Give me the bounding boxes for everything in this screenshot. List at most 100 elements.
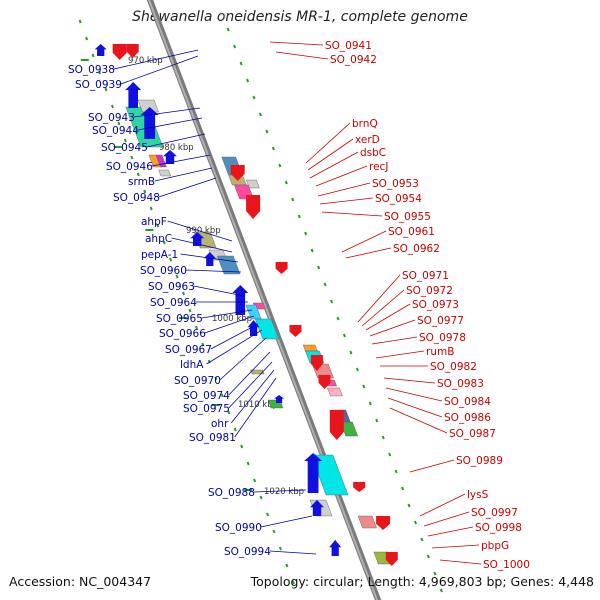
gene-block (302, 344, 318, 352)
left-gene-label: ldhA (180, 359, 204, 371)
left-leader-line (201, 309, 253, 319)
reverse-gene-arrow (232, 285, 249, 315)
left-leader-line (171, 237, 233, 253)
right-gene-label: SO_0986 (444, 412, 491, 424)
gene-block (246, 179, 260, 189)
ruler-tick (285, 563, 289, 568)
ruler-tick (169, 257, 173, 262)
right-leader-line (389, 407, 448, 434)
right-leader-line (375, 350, 425, 359)
left-leader-line (228, 351, 271, 396)
ruler-tick (388, 452, 392, 457)
forward-gene-arrow (318, 375, 331, 389)
gene-block (327, 387, 343, 397)
ruler-tick (284, 180, 288, 185)
ruler-tick (439, 588, 443, 593)
ruler-tick (433, 571, 437, 576)
reverse-gene-arrow (274, 395, 285, 403)
left-gene-label: SO_0948 (113, 192, 160, 204)
ruler-tick (278, 546, 282, 551)
gene-block (310, 454, 349, 496)
left-gene-label: ahpF (141, 216, 167, 228)
ruler-tick (175, 274, 179, 279)
right-leader-line (357, 274, 401, 323)
reverse-gene-arrow (304, 453, 323, 493)
right-leader-line (385, 387, 443, 402)
right-leader-line (427, 526, 474, 537)
ruler-tick (375, 418, 379, 423)
ruler-tick (104, 87, 108, 92)
left-leader-line (253, 489, 307, 493)
left-leader-line (146, 133, 206, 148)
left-gene-label: SO_0970 (174, 375, 221, 387)
gene-block (158, 169, 172, 177)
reverse-gene-arrow (310, 500, 324, 516)
right-gene-label: recJ (369, 161, 388, 173)
right-gene-label: SO_0962 (393, 243, 440, 255)
ruler-tick (91, 53, 95, 58)
ruler-tick (368, 401, 372, 406)
ruler-tick (226, 27, 230, 32)
reverse-gene-arrow (125, 82, 142, 108)
ruler-tick (362, 384, 366, 389)
forward-gene-arrow (275, 262, 288, 274)
right-gene-label: SO_0954 (375, 193, 422, 205)
right-gene-label: SO_0961 (388, 226, 435, 238)
right-gene-label: SO_0998 (475, 522, 522, 534)
reverse-gene-arrow (329, 540, 342, 556)
ruler-tick (394, 469, 398, 474)
forward-gene-arrow (310, 355, 323, 371)
left-gene-label: SO_0938 (68, 64, 115, 76)
ruler-tick (136, 172, 140, 177)
ruler-tick (271, 146, 275, 151)
ruler-tick (240, 444, 244, 449)
right-gene-label: SO_0977 (417, 315, 464, 327)
ruler-tick (272, 529, 276, 534)
scale-label: 980 kbp (159, 143, 194, 153)
left-leader-line (167, 220, 233, 242)
ruler-tick (278, 163, 282, 168)
ruler-tick (110, 104, 114, 109)
gene-block (217, 255, 241, 275)
left-leader-line (185, 269, 242, 273)
right-leader-line (269, 41, 324, 46)
left-gene-label: SO_0944 (92, 125, 139, 137)
ruler-tick (355, 367, 359, 372)
ruler-tick (78, 19, 82, 24)
left-leader-line (269, 550, 317, 555)
left-gene-label: SO_0994 (224, 546, 271, 558)
left-gene-label: SO_0945 (101, 142, 148, 154)
right-leader-line (369, 319, 416, 337)
forward-gene-arrow (353, 482, 366, 492)
right-gene-label: dsbC (360, 147, 386, 159)
left-gene-label: SO_0966 (159, 328, 206, 340)
left-gene-label: SO_0964 (150, 297, 197, 309)
left-gene-label: SO_0943 (88, 112, 135, 124)
left-gene-label: SO_0975 (183, 403, 230, 415)
ruler-tick (233, 44, 237, 49)
left-gene-label: SO_0967 (165, 344, 212, 356)
ruler-tick (227, 410, 231, 415)
right-leader-line (419, 493, 466, 517)
right-gene-label: SO_0973 (412, 299, 459, 311)
ruler-tick (233, 427, 237, 432)
ruler-tick (266, 512, 270, 517)
forward-gene-arrow (246, 195, 261, 219)
ruler-tick (426, 554, 430, 559)
right-gene-label: SO_0972 (406, 285, 453, 297)
left-gene-label: SO_0965 (156, 313, 203, 325)
ruler-tick (420, 537, 424, 542)
left-gene-label: SO_0960 (140, 265, 187, 277)
ruler-tick (291, 197, 295, 202)
ruler-tick (143, 189, 147, 194)
right-leader-line (361, 289, 405, 327)
left-leader-line (228, 361, 273, 409)
scale-label: 1010 kbp (238, 400, 278, 410)
ruler-tick (407, 503, 411, 508)
right-leader-line (365, 303, 411, 331)
left-leader-line (234, 377, 277, 438)
right-gene-label: SO_1000 (483, 559, 530, 571)
scale-label: 990 kbp (186, 226, 221, 236)
right-leader-line (341, 230, 387, 253)
ruler-tick (182, 291, 186, 296)
